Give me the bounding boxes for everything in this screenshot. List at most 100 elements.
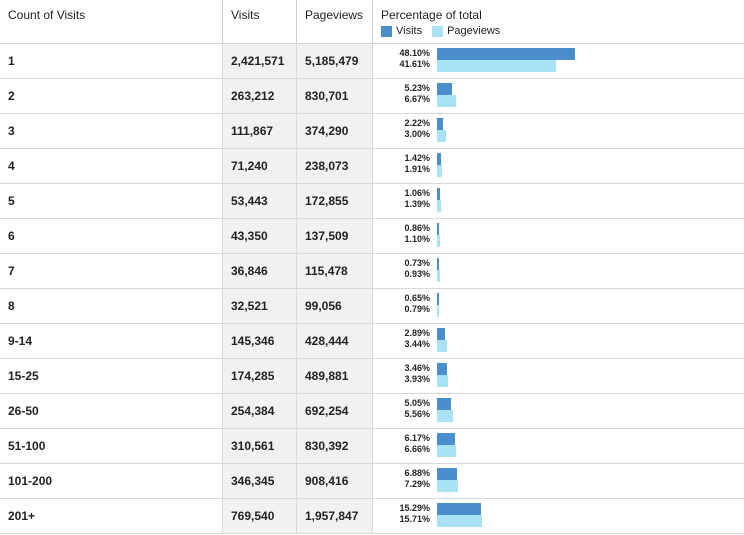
pageviews-percent: 1.39% <box>404 199 430 209</box>
cell-percentage: 5.23% 6.67% <box>372 79 744 113</box>
cell-visits: 36,846 <box>222 254 296 288</box>
cell-visits: 263,212 <box>222 79 296 113</box>
cell-percentage: 1.42% 1.91% <box>372 149 744 183</box>
percentage-bars <box>437 153 737 177</box>
table-row: 3 111,867 374,290 2.22% 3.00% <box>0 114 744 149</box>
cell-percentage: 5.05% 5.56% <box>372 394 744 428</box>
percentage-labels: 0.86% 1.10% <box>373 223 430 245</box>
table-row: 8 32,521 99,056 0.65% 0.79% <box>0 289 744 324</box>
visits-bar <box>437 433 455 445</box>
table-row: 1 2,421,571 5,185,479 48.10% 41.61% <box>0 44 744 79</box>
cell-count-of-visits: 101-200 <box>0 464 222 498</box>
cell-count-of-visits: 1 <box>0 44 222 78</box>
cell-percentage: 6.88% 7.29% <box>372 464 744 498</box>
column-header-visits[interactable]: Visits <box>222 0 296 44</box>
cell-visits: 53,443 <box>222 184 296 218</box>
pageviews-percent: 6.66% <box>404 444 430 454</box>
table-row: 15-25 174,285 489,881 3.46% 3.93% <box>0 359 744 394</box>
cell-count-of-visits: 3 <box>0 114 222 148</box>
pageviews-bar <box>437 515 483 527</box>
cell-count-of-visits: 6 <box>0 219 222 253</box>
visits-bar <box>437 398 452 410</box>
visits-percent: 15.29% <box>399 503 430 513</box>
cell-count-of-visits: 5 <box>0 184 222 218</box>
cell-pageviews: 238,073 <box>296 149 372 183</box>
visits-bar <box>437 363 447 375</box>
legend: Visits Pageviews <box>381 25 744 37</box>
pageviews-bar <box>437 130 446 142</box>
cell-count-of-visits: 8 <box>0 289 222 323</box>
cell-visits: 43,350 <box>222 219 296 253</box>
visits-bar <box>437 83 452 95</box>
cell-percentage: 48.10% 41.61% <box>372 44 744 78</box>
cell-percentage: 0.86% 1.10% <box>372 219 744 253</box>
percentage-bars <box>437 48 737 72</box>
table-row: 51-100 310,561 830,392 6.17% 6.66% <box>0 429 744 464</box>
cell-visits: 71,240 <box>222 149 296 183</box>
visits-percent: 1.42% <box>404 153 430 163</box>
table-row: 9-14 145,346 428,444 2.89% 3.44% <box>0 324 744 359</box>
visits-bar <box>437 328 446 340</box>
cell-count-of-visits: 4 <box>0 149 222 183</box>
cell-percentage: 2.89% 3.44% <box>372 324 744 358</box>
cell-pageviews: 5,185,479 <box>296 44 372 78</box>
table-row: 4 71,240 238,073 1.42% 1.91% <box>0 149 744 184</box>
table-row: 201+ 769,540 1,957,847 15.29% 15.71% <box>0 499 744 534</box>
percentage-bars <box>437 468 737 492</box>
percentage-labels: 6.17% 6.66% <box>373 433 430 455</box>
legend-label-visits: Visits <box>396 25 423 37</box>
percentage-bars <box>437 503 737 527</box>
column-header-pageviews[interactable]: Pageviews <box>296 0 372 44</box>
pageviews-bar <box>437 480 458 492</box>
cell-visits: 145,346 <box>222 324 296 358</box>
cell-count-of-visits: 7 <box>0 254 222 288</box>
percentage-bars <box>437 433 737 457</box>
cell-percentage: 15.29% 15.71% <box>372 499 744 533</box>
pageviews-bar <box>437 95 457 107</box>
table-row: 26-50 254,384 692,254 5.05% 5.56% <box>0 394 744 429</box>
legend-swatch-pageviews <box>432 25 444 37</box>
table-row: 6 43,350 137,509 0.86% 1.10% <box>0 219 744 254</box>
percentage-labels: 1.42% 1.91% <box>373 153 430 175</box>
percentage-labels: 3.46% 3.93% <box>373 363 430 385</box>
visits-percent: 1.06% <box>404 188 430 198</box>
visits-bar <box>437 258 440 270</box>
cell-percentage: 0.73% 0.93% <box>372 254 744 288</box>
pageviews-bar <box>437 165 443 177</box>
percentage-labels: 6.88% 7.29% <box>373 468 430 490</box>
pageviews-percent: 7.29% <box>404 479 430 489</box>
percentage-bars <box>437 328 737 352</box>
cell-visits: 254,384 <box>222 394 296 428</box>
visits-percent: 5.23% <box>404 83 430 93</box>
cell-pageviews: 172,855 <box>296 184 372 218</box>
visits-bar <box>437 503 481 515</box>
cell-visits: 174,285 <box>222 359 296 393</box>
pageviews-bar <box>437 235 441 247</box>
cell-pageviews: 830,392 <box>296 429 372 463</box>
percentage-labels: 5.23% 6.67% <box>373 83 430 105</box>
cell-count-of-visits: 15-25 <box>0 359 222 393</box>
visits-percent: 3.46% <box>404 363 430 373</box>
column-header-label: Percentage of total <box>381 8 482 22</box>
column-header-count-of-visits[interactable]: Count of Visits <box>0 0 222 44</box>
cell-percentage: 6.17% 6.66% <box>372 429 744 463</box>
cell-pageviews: 692,254 <box>296 394 372 428</box>
cell-visits: 310,561 <box>222 429 296 463</box>
pageviews-percent: 3.44% <box>404 339 430 349</box>
pageviews-bar <box>437 410 453 422</box>
visits-percent: 2.89% <box>404 328 430 338</box>
cell-visits: 346,345 <box>222 464 296 498</box>
visits-percent: 48.10% <box>399 48 430 58</box>
percentage-labels: 2.22% 3.00% <box>373 118 430 140</box>
percentage-bars <box>437 293 737 317</box>
cell-pageviews: 374,290 <box>296 114 372 148</box>
cell-pageviews: 830,701 <box>296 79 372 113</box>
visits-percent: 0.73% <box>404 258 430 268</box>
visits-bar <box>437 223 440 235</box>
pageviews-bar <box>437 340 447 352</box>
pageviews-percent: 1.10% <box>404 234 430 244</box>
cell-visits: 2,421,571 <box>222 44 296 78</box>
visits-bar <box>437 468 457 480</box>
table-row: 101-200 346,345 908,416 6.88% 7.29% <box>0 464 744 499</box>
